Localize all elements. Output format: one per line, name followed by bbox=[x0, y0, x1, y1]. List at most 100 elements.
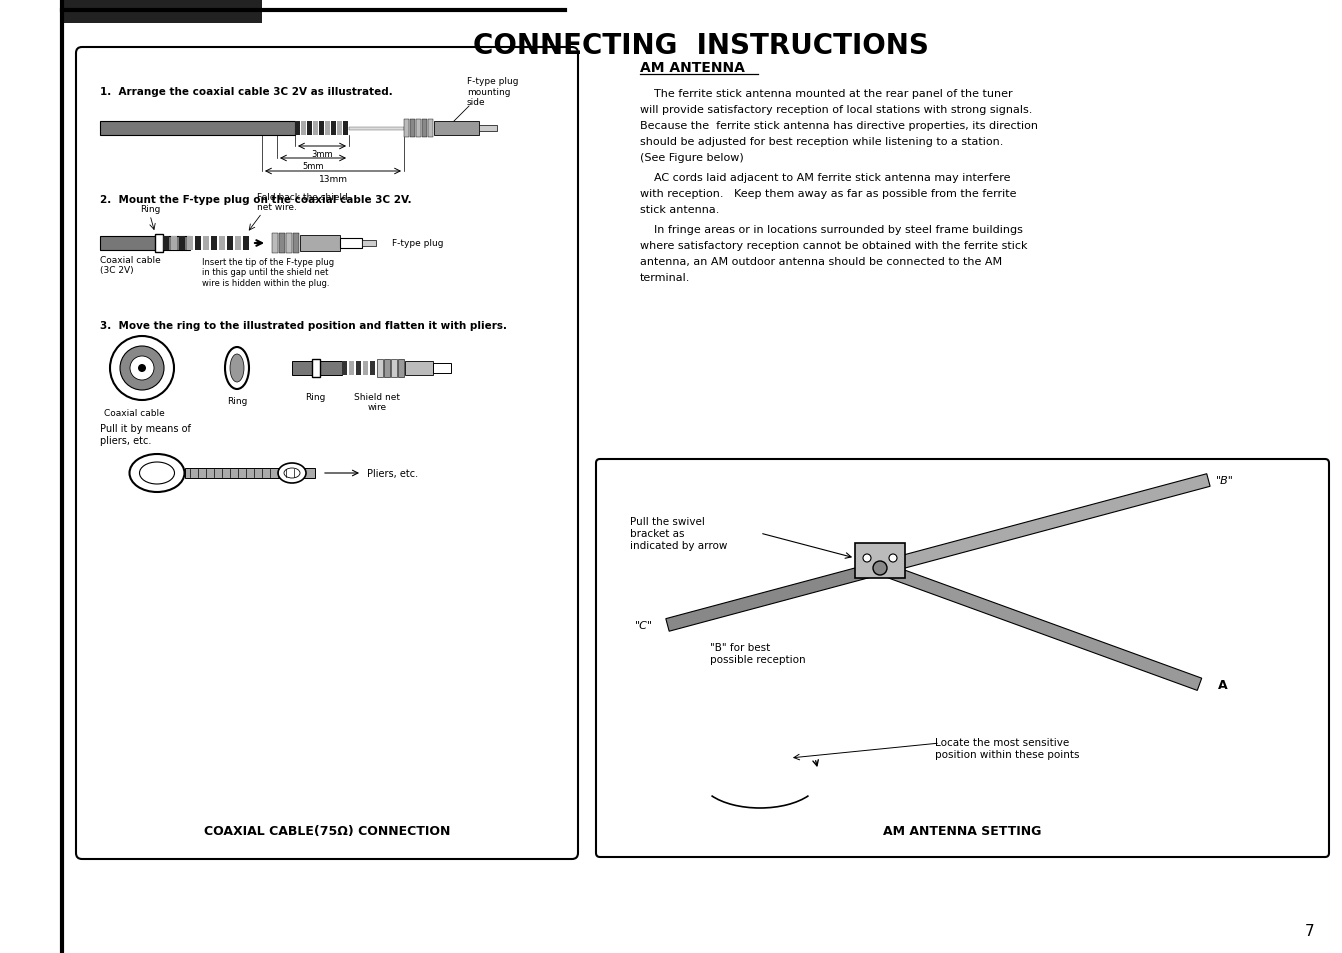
FancyArrow shape bbox=[878, 562, 1201, 691]
Bar bbox=[235, 236, 242, 251]
Text: Ring: Ring bbox=[305, 393, 325, 401]
Circle shape bbox=[130, 356, 154, 380]
Bar bbox=[433, 122, 479, 136]
Text: Pull it by means of
pliers, etc.: Pull it by means of pliers, etc. bbox=[101, 423, 191, 445]
Text: The ferrite stick antenna mounted at the rear panel of the tuner: The ferrite stick antenna mounted at the… bbox=[640, 89, 1013, 99]
Bar bbox=[227, 236, 234, 251]
Bar bbox=[286, 233, 293, 253]
Text: 1.  Arrange the coaxial cable 3C 2V as illustrated.: 1. Arrange the coaxial cable 3C 2V as il… bbox=[101, 87, 393, 97]
Bar bbox=[187, 236, 193, 251]
Bar bbox=[101, 236, 191, 251]
Ellipse shape bbox=[225, 348, 250, 390]
Text: 7: 7 bbox=[1306, 923, 1315, 939]
Circle shape bbox=[119, 347, 164, 391]
Bar bbox=[421, 120, 427, 138]
Text: F-type plug
mounting
side: F-type plug mounting side bbox=[467, 77, 518, 107]
Text: COAXIAL CABLE(75Ω) CONNECTION: COAXIAL CABLE(75Ω) CONNECTION bbox=[204, 824, 450, 838]
Text: Coaxial cable
(3C 2V): Coaxial cable (3C 2V) bbox=[101, 255, 161, 275]
Text: In fringe areas or in locations surrounded by steel frame buildings: In fringe areas or in locations surround… bbox=[640, 225, 1023, 234]
Bar bbox=[325, 122, 330, 136]
Text: (See Figure below): (See Figure below) bbox=[640, 152, 743, 163]
Bar bbox=[101, 122, 295, 136]
Text: 2.  Mount the F-type plug on the coaxial cable 3C 2V.: 2. Mount the F-type plug on the coaxial … bbox=[101, 194, 412, 205]
Circle shape bbox=[874, 561, 887, 576]
Text: CONNECTING  INSTRUCTIONS: CONNECTING INSTRUCTIONS bbox=[474, 32, 929, 60]
Bar bbox=[203, 236, 209, 251]
Text: Pull the swivel
bracket as
indicated by arrow: Pull the swivel bracket as indicated by … bbox=[629, 517, 727, 550]
Bar bbox=[340, 239, 362, 249]
Text: "C": "C" bbox=[635, 620, 652, 630]
Bar bbox=[342, 361, 348, 375]
Bar bbox=[185, 469, 315, 478]
Bar bbox=[243, 236, 250, 251]
Text: AC cords laid adjacent to AM ferrite stick antenna may interfere: AC cords laid adjacent to AM ferrite sti… bbox=[640, 172, 1011, 183]
Ellipse shape bbox=[229, 355, 244, 382]
Text: Locate the most sensitive
position within these points: Locate the most sensitive position withi… bbox=[935, 738, 1079, 759]
Text: 3mm: 3mm bbox=[311, 150, 333, 159]
Bar bbox=[311, 359, 319, 377]
Bar bbox=[399, 359, 404, 377]
Bar bbox=[391, 359, 397, 377]
Bar bbox=[293, 361, 342, 375]
FancyBboxPatch shape bbox=[76, 48, 578, 859]
Bar bbox=[428, 120, 433, 138]
Circle shape bbox=[110, 336, 174, 400]
Bar bbox=[404, 120, 409, 138]
Bar bbox=[433, 364, 451, 374]
Bar bbox=[479, 126, 497, 132]
Bar bbox=[301, 122, 306, 136]
FancyArrow shape bbox=[666, 562, 882, 632]
Ellipse shape bbox=[140, 462, 174, 484]
Text: terminal.: terminal. bbox=[640, 273, 690, 283]
Bar bbox=[384, 359, 391, 377]
Bar bbox=[272, 233, 278, 253]
Text: stick antenna.: stick antenna. bbox=[640, 205, 719, 214]
Text: AM ANTENNA: AM ANTENNA bbox=[640, 61, 745, 75]
Bar bbox=[344, 122, 348, 136]
Text: Insert the tip of the F-type plug
in this gap until the shield net
wire is hidde: Insert the tip of the F-type plug in thi… bbox=[203, 257, 334, 288]
Text: antenna, an AM outdoor antenna should be connected to the AM: antenna, an AM outdoor antenna should be… bbox=[640, 256, 1002, 267]
Text: "B" for best
possible reception: "B" for best possible reception bbox=[710, 642, 805, 664]
Bar bbox=[362, 241, 376, 247]
Circle shape bbox=[863, 555, 871, 562]
Text: with reception.   Keep them away as far as possible from the ferrite: with reception. Keep them away as far as… bbox=[640, 189, 1016, 199]
Text: AM ANTENNA SETTING: AM ANTENNA SETTING bbox=[883, 824, 1041, 838]
Bar bbox=[293, 233, 299, 253]
Bar bbox=[349, 128, 404, 131]
Text: Fold back the shield
net wire.: Fold back the shield net wire. bbox=[258, 193, 348, 212]
Text: Shield net
wire: Shield net wire bbox=[354, 393, 400, 412]
Bar bbox=[219, 236, 225, 251]
Bar bbox=[405, 361, 433, 375]
Text: Coaxial cable: Coaxial cable bbox=[103, 409, 164, 417]
Bar bbox=[349, 361, 354, 375]
Bar bbox=[162, 236, 169, 251]
Bar bbox=[337, 122, 342, 136]
Text: Pliers, etc.: Pliers, etc. bbox=[366, 469, 419, 478]
Ellipse shape bbox=[278, 463, 306, 483]
Text: where satisfactory reception cannot be obtained with the ferrite stick: where satisfactory reception cannot be o… bbox=[640, 241, 1028, 251]
Text: Ring: Ring bbox=[140, 205, 160, 213]
Bar bbox=[411, 120, 415, 138]
Text: A: A bbox=[1217, 679, 1227, 691]
FancyBboxPatch shape bbox=[596, 459, 1329, 857]
Bar bbox=[313, 122, 318, 136]
Ellipse shape bbox=[285, 469, 301, 478]
Bar bbox=[211, 236, 217, 251]
Circle shape bbox=[888, 555, 896, 562]
Text: F-type plug: F-type plug bbox=[392, 239, 443, 248]
FancyArrow shape bbox=[878, 475, 1210, 575]
Text: will provide satisfactory reception of local stations with strong signals.: will provide satisfactory reception of l… bbox=[640, 105, 1032, 115]
Bar bbox=[154, 234, 162, 253]
Ellipse shape bbox=[129, 455, 184, 493]
Text: Ring: Ring bbox=[227, 396, 247, 406]
Text: 3.  Move the ring to the illustrated position and flatten it with pliers.: 3. Move the ring to the illustrated posi… bbox=[101, 320, 507, 331]
Bar bbox=[170, 236, 177, 251]
Bar bbox=[362, 361, 368, 375]
Bar bbox=[319, 122, 323, 136]
Bar bbox=[295, 122, 301, 136]
Text: 13mm: 13mm bbox=[318, 174, 348, 184]
Text: Because the  ferrite stick antenna has directive properties, its direction: Because the ferrite stick antenna has di… bbox=[640, 121, 1037, 131]
Bar bbox=[331, 122, 336, 136]
Text: should be adjusted for best reception while listening to a station.: should be adjusted for best reception wh… bbox=[640, 137, 1004, 147]
Bar bbox=[178, 236, 185, 251]
